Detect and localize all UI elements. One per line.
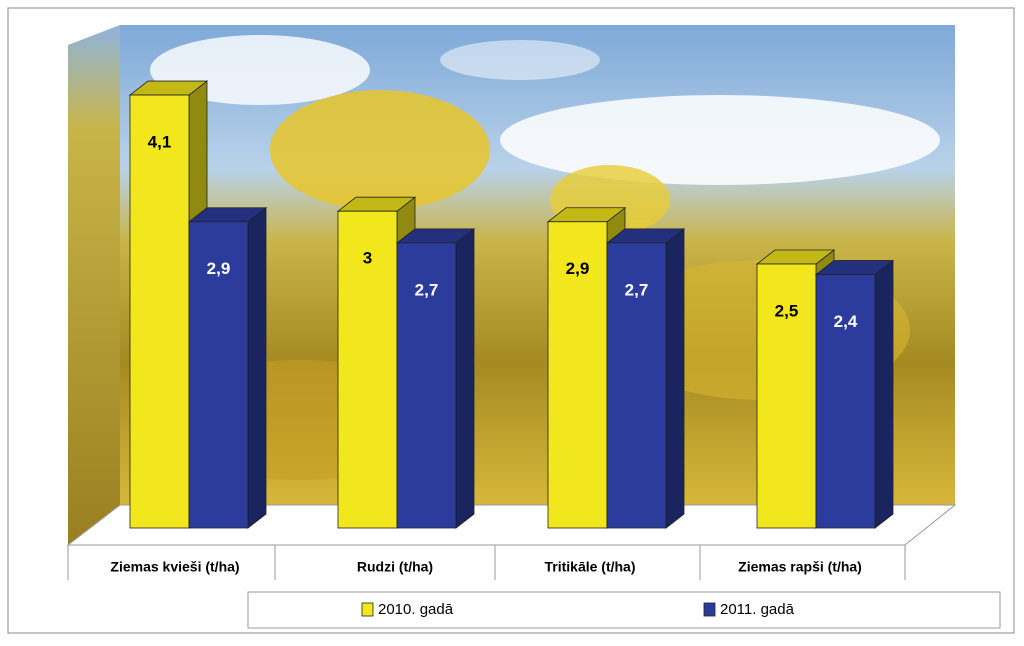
value-label: 2,4 [834, 312, 858, 331]
bar-side [665, 228, 685, 529]
bar [129, 94, 190, 529]
legend-label: 2010. gadā [378, 601, 454, 618]
bar-side [874, 259, 894, 529]
value-label: 2,7 [625, 280, 649, 299]
legend-swatch [703, 602, 716, 617]
bar [188, 221, 249, 529]
bar [756, 263, 817, 529]
x-tick-label: Ziemas kvieši (t/ha) [110, 559, 239, 575]
bar [815, 274, 876, 529]
value-label: 2,9 [566, 259, 590, 278]
dividers [67, 545, 906, 580]
x-tick-label: Ziemas rapši (t/ha) [738, 559, 862, 575]
bar [337, 210, 398, 529]
legend-label: 2011. gadā [720, 601, 795, 618]
bar [396, 242, 457, 529]
legend-swatch [361, 602, 374, 617]
value-label: 4,1 [148, 133, 172, 152]
bar-side [247, 206, 267, 529]
x-tick-label: Tritikāle (t/ha) [544, 559, 635, 575]
bar [606, 242, 667, 529]
x-tick-label: Rudzi (t/ha) [357, 559, 433, 575]
value-label: 2,9 [207, 259, 231, 278]
value-label: 2,7 [415, 280, 439, 299]
legend-box [247, 591, 1001, 629]
bar [547, 221, 608, 529]
value-label: 3 [363, 249, 372, 268]
bar-side [455, 228, 475, 529]
value-label: 2,5 [775, 301, 799, 320]
